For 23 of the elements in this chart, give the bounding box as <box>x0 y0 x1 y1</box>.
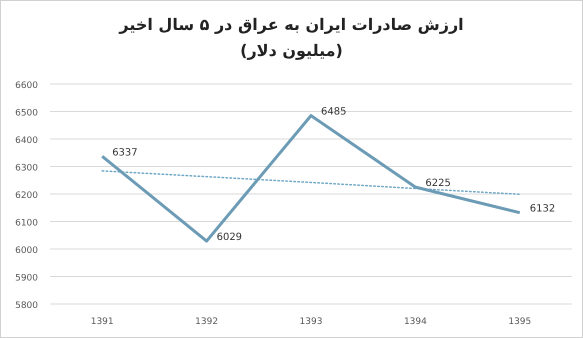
y-tick-label: 6400 <box>15 136 38 146</box>
y-tick-label: 5800 <box>15 301 38 311</box>
y-tick-label: 6200 <box>15 191 38 201</box>
chart-subtitle: (میلیون دلار) <box>240 41 343 60</box>
chart-title: ارزش صادرات ایران به عراق در ۵ سال اخیر <box>118 15 464 34</box>
data-label: 6225 <box>425 178 451 190</box>
data-label: 6485 <box>321 106 346 118</box>
y-tick-label: 6300 <box>15 164 38 174</box>
y-tick-label: 5900 <box>15 274 38 284</box>
y-tick-label: 6100 <box>15 218 38 228</box>
x-tick-label: 1391 <box>90 317 114 327</box>
x-tick-label: 1395 <box>508 317 532 327</box>
y-tick-label: 6000 <box>15 246 38 256</box>
data-label: 6132 <box>530 204 556 215</box>
y-tick-label: 6600 <box>15 81 38 91</box>
x-tick-label: 1393 <box>300 317 322 327</box>
x-tick-label: 1392 <box>195 317 218 327</box>
data-label: 6337 <box>112 147 138 158</box>
y-tick-label: 6500 <box>15 108 38 118</box>
x-tick-label: 1394 <box>404 317 428 327</box>
line-series <box>101 170 521 196</box>
data-label: 6029 <box>216 232 242 244</box>
line-series <box>100 114 522 243</box>
